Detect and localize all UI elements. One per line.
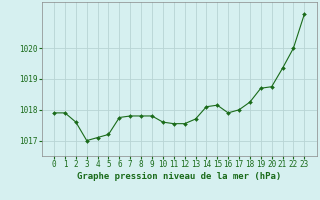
X-axis label: Graphe pression niveau de la mer (hPa): Graphe pression niveau de la mer (hPa) — [77, 172, 281, 181]
